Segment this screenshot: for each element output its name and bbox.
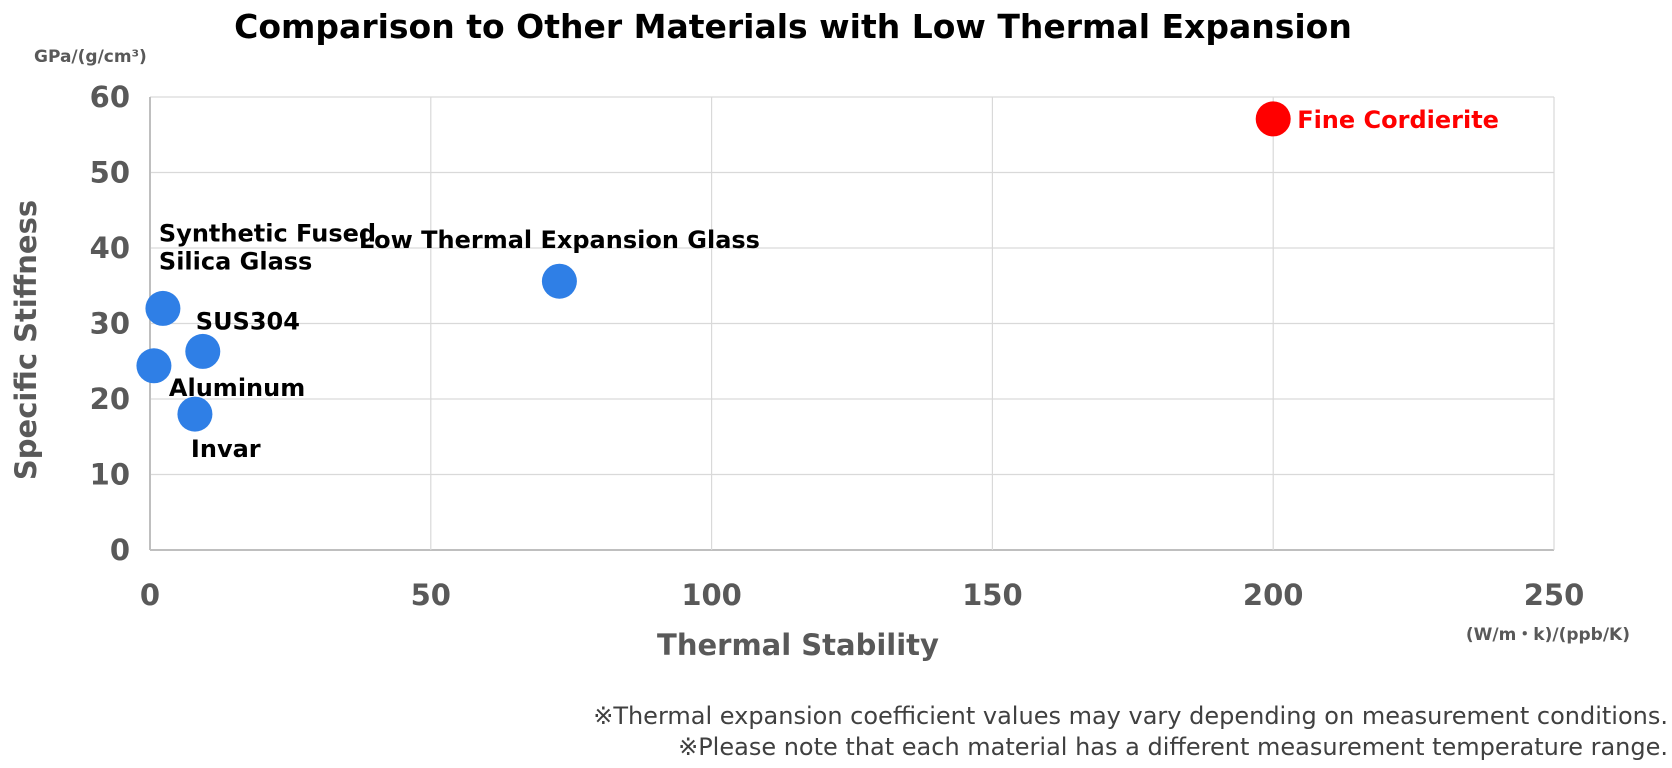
data-point bbox=[1255, 101, 1291, 137]
y-tick-label: 10 bbox=[90, 458, 130, 492]
x-axis-title: Thermal Stability bbox=[657, 628, 939, 662]
data-point bbox=[145, 290, 181, 326]
y-tick-label: 60 bbox=[90, 80, 130, 114]
y-tick-label: 40 bbox=[90, 231, 130, 265]
y-tick-label: 20 bbox=[90, 382, 130, 416]
y-axis-unit: GPa/(g/cm³) bbox=[34, 47, 147, 67]
data-point-label: Low Thermal Expansion Glass bbox=[359, 226, 760, 254]
x-tick-label: 0 bbox=[140, 578, 160, 612]
footnote-2: ※Please note that each material has a di… bbox=[678, 733, 1668, 761]
footnote-1: ※Thermal expansion coefficient values ma… bbox=[593, 702, 1668, 730]
y-tick-label: 50 bbox=[90, 156, 130, 190]
x-tick-label: 150 bbox=[962, 578, 1023, 612]
data-point-label: Synthetic Fused bbox=[159, 219, 376, 247]
x-tick-label: 100 bbox=[681, 578, 742, 612]
data-point-label: Silica Glass bbox=[159, 247, 312, 275]
tick-labels: 0 10 20 30 40 50 60 0 50 100 150 200 250 bbox=[90, 80, 1585, 612]
x-tick-label: 200 bbox=[1243, 578, 1304, 612]
x-axis-unit: (W/m・k)/(ppb/K) bbox=[1466, 625, 1630, 645]
data-point-label: Invar bbox=[191, 435, 261, 463]
y-axis-title: Specific Stiffness bbox=[9, 200, 43, 480]
x-tick-label: 50 bbox=[411, 578, 451, 612]
data-point bbox=[136, 348, 172, 384]
y-tick-label: 0 bbox=[110, 533, 130, 567]
gridlines bbox=[149, 96, 1555, 551]
data-point bbox=[177, 396, 213, 432]
data-point bbox=[185, 333, 221, 369]
data-points: Fine Cordierite Low Thermal Expansion Gla… bbox=[136, 101, 1499, 463]
x-tick-label: 250 bbox=[1524, 578, 1585, 612]
y-tick-label: 30 bbox=[90, 307, 130, 341]
data-point-label: SUS304 bbox=[196, 307, 300, 335]
data-point bbox=[541, 263, 577, 299]
chart-title: Comparison to Other Materials with Low T… bbox=[234, 7, 1352, 46]
data-point-label: Fine Cordierite bbox=[1297, 106, 1499, 134]
